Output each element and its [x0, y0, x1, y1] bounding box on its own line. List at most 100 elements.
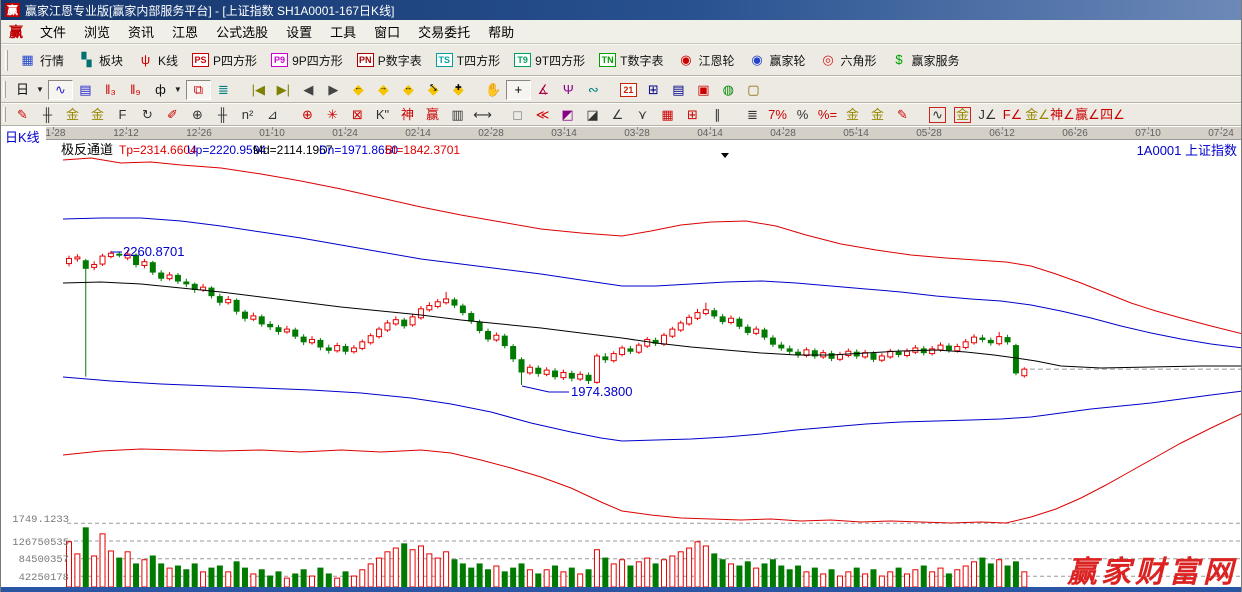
info-panel-button[interactable]: ▤	[73, 80, 98, 100]
menu-item-帮助[interactable]: 帮助	[488, 25, 515, 40]
menu-item-文件[interactable]: 文件	[40, 25, 67, 40]
zoom-h-button[interactable]: ◆ ↔	[396, 80, 421, 100]
pen-ruler-button[interactable]: ✐	[160, 105, 185, 125]
bar-stats-button[interactable]: ≣	[740, 105, 765, 125]
gann-target-button[interactable]: ⊕	[295, 105, 320, 125]
pattern-button[interactable]: ⧉	[185, 79, 211, 100]
wave-tool-button[interactable]: ∾	[581, 80, 606, 100]
box-frame-button[interactable]: ◻	[505, 105, 530, 125]
kline-button[interactable]: ψ K线	[130, 49, 185, 72]
toolbar-grip[interactable]	[5, 49, 8, 71]
calculator-button[interactable]: ⊞	[641, 80, 666, 100]
winner-service-button[interactable]: $ 赢家服务	[884, 49, 967, 72]
shift-right-button[interactable]: ◆ →	[371, 80, 396, 100]
chart9-button[interactable]: ‖₉	[123, 80, 148, 100]
draw-pen-button[interactable]: ✎	[10, 105, 35, 125]
profile-histogram-button[interactable]: ≣	[211, 80, 236, 100]
crosshair-tool-button[interactable]: +	[505, 79, 531, 100]
calendar-button[interactable]: 21	[616, 81, 641, 99]
9p-square-button[interactable]: P9 9P四方形	[264, 49, 350, 72]
gold-circle-button[interactable]: 金	[840, 105, 865, 125]
menu-item-窗口[interactable]: 窗口	[374, 25, 401, 40]
menu-item-交易委托[interactable]: 交易委托	[418, 25, 471, 40]
gann-fan-button[interactable]: ≪	[530, 105, 555, 125]
shift-left-button[interactable]: ◆ ←	[346, 80, 371, 100]
angle-measure-button[interactable]: ∡	[531, 80, 556, 100]
prev-bar-button[interactable]: ◀	[296, 80, 321, 100]
first-bar-button[interactable]: |◀	[246, 80, 271, 100]
gold-box-button[interactable]: 金	[950, 105, 975, 125]
date-axis[interactable]: 11-28 12-12 12-26 01-10 01-24 02-14 02-28 03-14…	[41, 126, 1241, 140]
j-angle-button[interactable]: J∠	[975, 105, 1000, 125]
gold-line-button[interactable]: 金	[865, 105, 890, 125]
wave-box-button[interactable]: ∿	[925, 105, 950, 125]
v-lines-button[interactable]: ⋎	[630, 105, 655, 125]
pan-tool-button[interactable]: ✋	[481, 80, 506, 100]
quotes-button[interactable]: ▦ 行情	[12, 49, 71, 72]
win-angle-button[interactable]: 赢∠	[1075, 105, 1100, 125]
9t-square-button[interactable]: T9 9T四方形	[507, 49, 592, 72]
next-bar-button[interactable]: ▶	[321, 80, 346, 100]
trend-angles-button[interactable]: ∠	[605, 105, 630, 125]
curve-overlay-button[interactable]: ∿	[47, 79, 73, 100]
percent-line-button[interactable]: 7%	[765, 105, 790, 125]
t-table-button[interactable]: TN T数字表	[592, 49, 670, 72]
star-grid-button[interactable]: ✳	[320, 105, 345, 125]
percent-button[interactable]: %	[790, 105, 815, 125]
kline-chart-canvas[interactable]: 极反通道 Tp=2314.6604Up=2220.9594Md=2114.1967…	[1, 126, 1242, 592]
width-marker-button[interactable]: ⟷	[470, 105, 495, 125]
fan-box2-button[interactable]: ◪	[580, 105, 605, 125]
zoom-out-button[interactable]: ◆ ⤡	[421, 80, 446, 100]
win-fence-button[interactable]: 赢	[420, 105, 445, 125]
shen-angle-button[interactable]: 神∠	[1050, 105, 1075, 125]
magnet-tool-button[interactable]: Ψ	[556, 80, 581, 100]
k-mark-button[interactable]: K"	[370, 105, 395, 125]
menu-item-工具[interactable]: 工具	[330, 25, 357, 40]
fib-fence-button[interactable]: F	[110, 105, 135, 125]
winner-wheel-button[interactable]: ◉ 赢家轮	[741, 49, 812, 72]
menu-item-资讯[interactable]: 资讯	[128, 25, 155, 40]
gold-fence1-button[interactable]: 金	[60, 105, 85, 125]
gold-fence2-button[interactable]: 金	[85, 105, 110, 125]
chart3-button[interactable]: ‖₃	[98, 80, 123, 100]
gann-wheel-button[interactable]: ◉ 江恩轮	[670, 49, 741, 72]
time-fence-button[interactable]: ╫	[35, 105, 60, 125]
four-angle-button[interactable]: 四∠	[1100, 105, 1125, 125]
f-angle-button[interactable]: F∠	[1000, 105, 1025, 125]
menu-item-浏览[interactable]: 浏览	[84, 25, 111, 40]
grid-x-button[interactable]: ⊠	[345, 105, 370, 125]
gann-circle-button[interactable]: ⊕	[185, 105, 210, 125]
red-grid-box-button[interactable]: ⊞	[680, 105, 705, 125]
web-button[interactable]: ◍	[716, 80, 741, 100]
ruler-button[interactable]: ▥	[445, 105, 470, 125]
t-square-button[interactable]: TS T四方形	[429, 49, 507, 72]
spiral-button[interactable]: ↻	[135, 105, 160, 125]
kline-period-dropdown[interactable]: 日 ▼	[10, 80, 48, 100]
sectors-button[interactable]: ▚ 板块	[71, 49, 130, 72]
p-table-button[interactable]: PN P数字表	[350, 49, 429, 72]
menu-item-设置[interactable]: 设置	[286, 25, 313, 40]
shen-fence-button[interactable]: 神	[395, 105, 420, 125]
zoom-all-button[interactable]: ◆ ✚	[446, 80, 471, 100]
angle-pen-button[interactable]: ⊿	[260, 105, 285, 125]
toolbar-grip[interactable]	[3, 107, 6, 122]
last-bar-button[interactable]: ▶|	[271, 80, 296, 100]
parallel-lines-button[interactable]: ∥	[705, 105, 730, 125]
n-square-button[interactable]: n²	[235, 105, 260, 125]
menu-item-公式选股[interactable]: 公式选股	[216, 25, 269, 40]
remote-button[interactable]: ▢	[741, 80, 766, 100]
save-button[interactable]: ▣	[691, 80, 716, 100]
p-square-button[interactable]: PS P四方形	[185, 49, 264, 72]
toolbar-grip[interactable]	[3, 80, 6, 99]
marker-triangle-icon[interactable]	[721, 153, 729, 158]
notepad-button[interactable]: ▤	[666, 80, 691, 100]
fan-box-button[interactable]: ◩	[555, 105, 580, 125]
cycle-fence-button[interactable]: ╫	[210, 105, 235, 125]
pane-period-label[interactable]: 日K线	[5, 127, 46, 146]
menu-item-江恩[interactable]: 江恩	[172, 25, 199, 40]
candle-style-dropdown[interactable]: ф ▼	[148, 80, 186, 100]
hexagon-button[interactable]: ◎ 六角形	[813, 49, 884, 72]
percent-eq-button[interactable]: %=	[815, 105, 840, 125]
red-grid-button[interactable]: ▦	[655, 105, 680, 125]
pen-flag-button[interactable]: ✎	[890, 105, 915, 125]
